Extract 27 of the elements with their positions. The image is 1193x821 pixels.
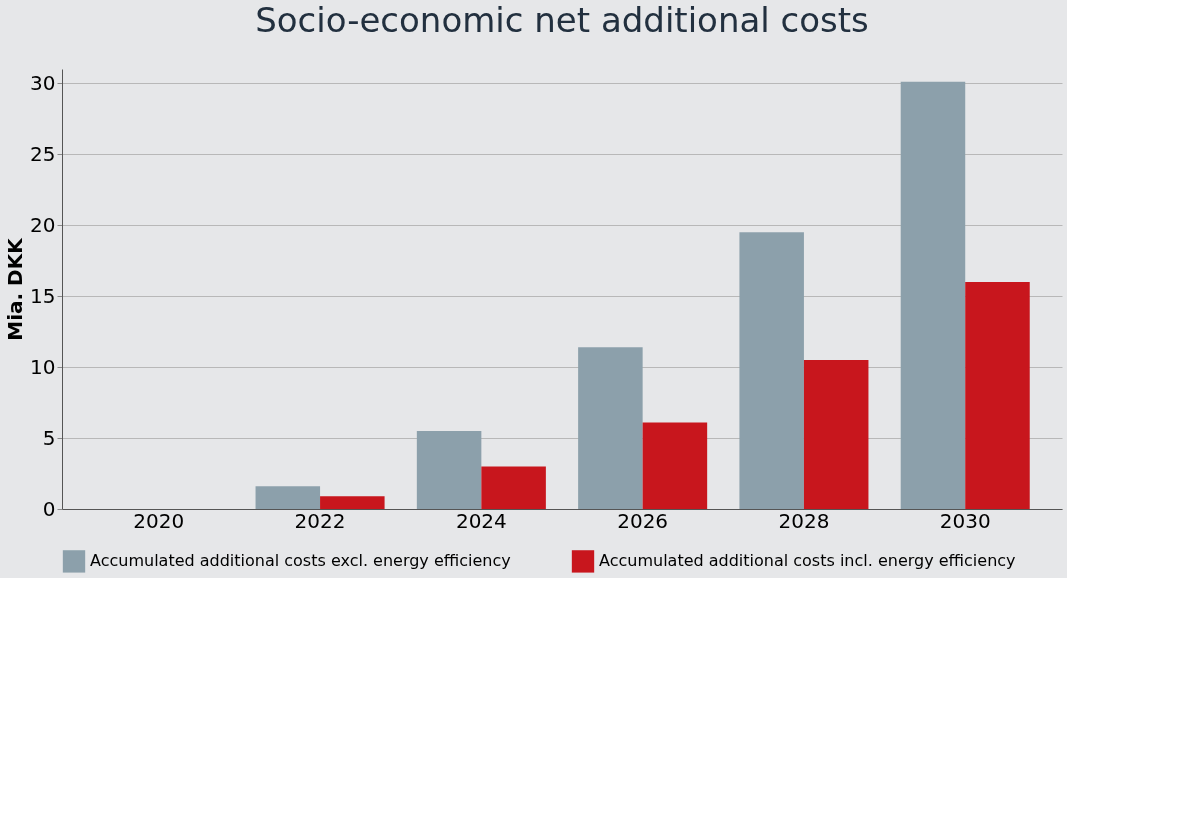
x-tick-label: 2020 (133, 508, 185, 533)
bar (900, 81, 966, 509)
bar (481, 466, 546, 509)
x-tick-label: 2024 (455, 508, 507, 533)
x-tick-label: 2030 (939, 508, 991, 533)
x-tick-label: 2022 (294, 508, 346, 533)
legend-label: Accumulated additional costs incl. energy efficiency (599, 551, 1016, 571)
y-tick-label: 20 (30, 212, 56, 237)
bar (965, 281, 1030, 509)
y-tick-label: 5 (42, 425, 56, 450)
chart-title: Socio-economic net additional costs (255, 0, 869, 40)
y-tick-label: 10 (30, 354, 56, 379)
y-tick-label: 0 (42, 496, 56, 521)
y-tick-label: 15 (30, 283, 56, 308)
x-tick-label: 2026 (617, 508, 669, 533)
y-axis-title: Mia. DKK (3, 236, 28, 341)
bar (416, 430, 482, 509)
bar (320, 496, 385, 509)
x-tick-label: 2028 (778, 508, 830, 533)
y-tick-label: 30 (30, 70, 56, 95)
y-tick-label: 25 (30, 141, 56, 166)
bar (255, 486, 321, 509)
legend-label: Accumulated additional costs excl. energy efficiency (90, 551, 511, 571)
bar (578, 347, 643, 509)
bar (739, 232, 804, 509)
bar (642, 422, 708, 509)
bar (803, 359, 869, 509)
